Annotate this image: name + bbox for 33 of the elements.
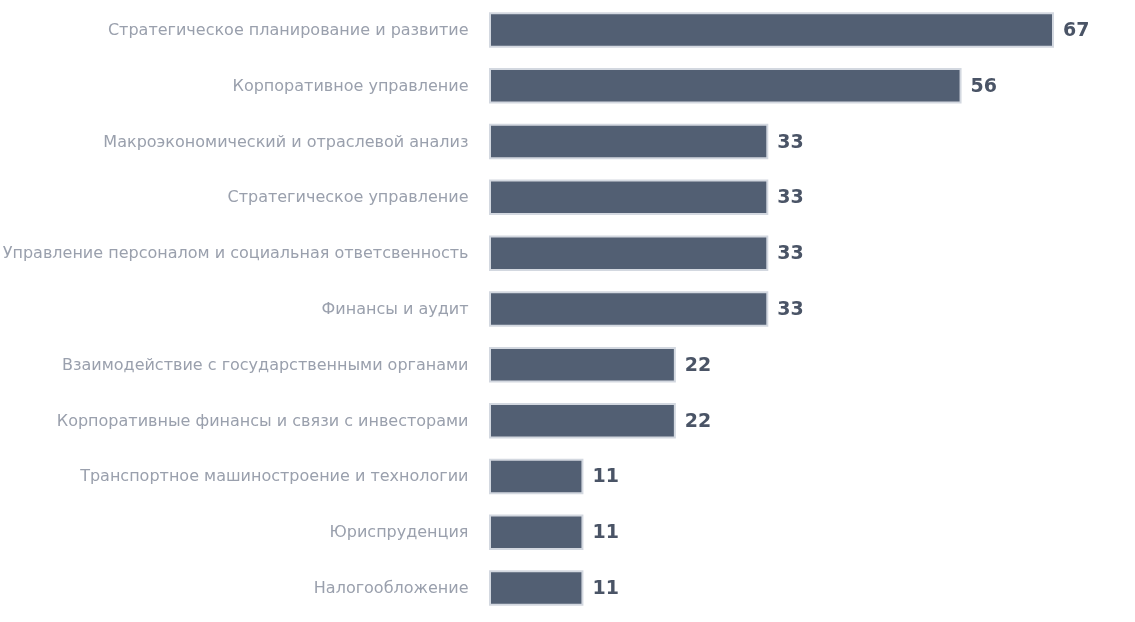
data-label: 33 — [777, 129, 804, 152]
y-tick-label: Финансы и аудит — [321, 299, 469, 318]
bar — [489, 235, 769, 271]
y-tick-label: Макроэкономический и отраслевой анализ — [103, 131, 469, 151]
data-label: 11 — [592, 464, 619, 487]
data-label: 11 — [592, 520, 619, 543]
data-label: 33 — [777, 185, 804, 208]
bar — [489, 179, 769, 216]
data-label: 33 — [777, 297, 804, 319]
data-label: 67 — [1063, 17, 1090, 40]
y-tick-label: Управление персоналом и социальная ответсвенность — [2, 243, 469, 263]
bar — [489, 123, 769, 160]
bar — [489, 570, 584, 606]
y-tick-label: Налогообложение — [313, 578, 469, 598]
y-tick-label: Стратегическое планирование и развитие — [107, 19, 469, 39]
y-tick-label: Транспортное машиностроение и технологии — [79, 466, 469, 486]
bar — [489, 402, 676, 439]
bar — [489, 514, 584, 551]
y-tick-label: Корпоративное управление — [232, 75, 469, 95]
bar — [489, 67, 962, 104]
data-label: 22 — [684, 352, 712, 375]
bar — [489, 12, 1054, 48]
y-tick-label: Стратегическое управление — [227, 187, 469, 207]
data-label: 33 — [777, 241, 804, 264]
bar — [489, 458, 584, 495]
bar — [489, 347, 676, 383]
y-tick-label: Взаимодействие с государственными органами — [62, 354, 469, 374]
y-tick-label: Юриспруденция — [329, 522, 469, 542]
data-label: 56 — [970, 73, 998, 96]
data-label: 11 — [592, 576, 619, 599]
y-tick-label: Корпоративные финансы и связи с инвесторами — [56, 410, 469, 430]
data-label: 22 — [684, 408, 712, 431]
bar — [489, 291, 769, 327]
